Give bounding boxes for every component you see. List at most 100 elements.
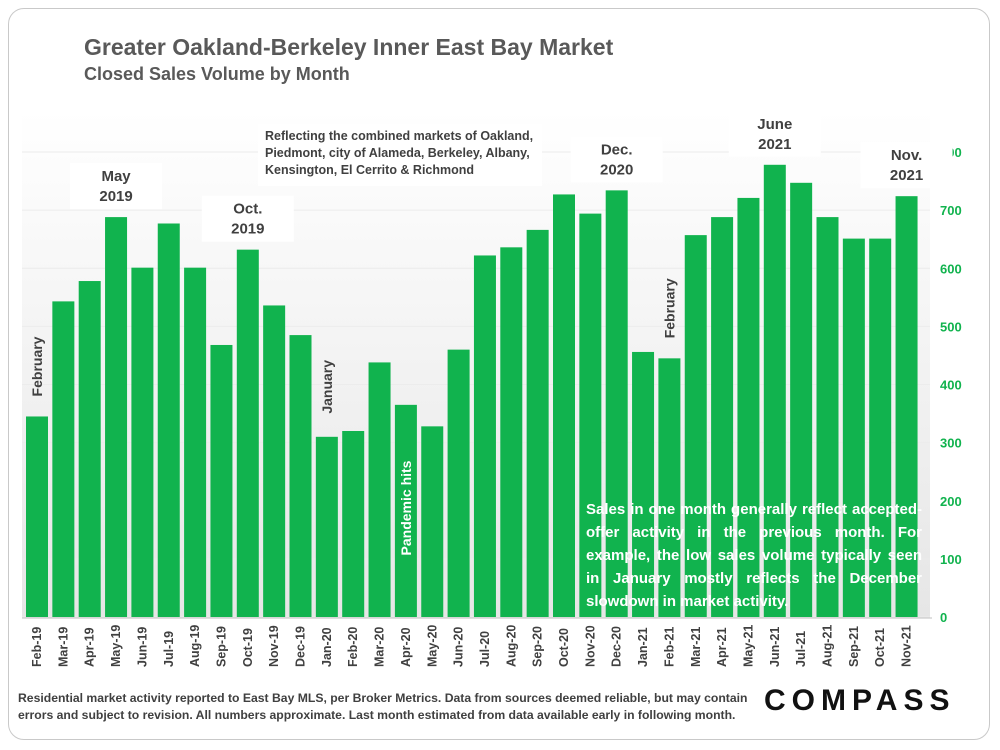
bar-jun-21: [763, 164, 786, 617]
x-tick-label: Mar-20: [373, 627, 387, 667]
bar-oct-20: [553, 194, 575, 617]
y-tick-label: 600: [940, 261, 962, 276]
x-tick-label: Jun-19: [135, 627, 149, 667]
annotation-month: May: [101, 168, 131, 185]
bar-jun-20: [447, 349, 470, 617]
bar-apr-19: [78, 281, 101, 617]
chart-subtitle: Closed Sales Volume by Month: [84, 64, 350, 84]
annotation-month: Oct.: [233, 201, 262, 218]
y-tick-label: 500: [940, 319, 962, 334]
bar-jul-21: [790, 182, 813, 617]
bar-apr-20: [394, 404, 417, 617]
annotation-month: June: [757, 116, 792, 133]
annotation-february: February: [29, 336, 45, 396]
x-tick-label: Apr-21: [715, 627, 729, 667]
x-tick-label: Jun-21: [768, 627, 782, 667]
callout-text: Reflecting the combined markets of Oakla…: [265, 129, 533, 143]
bar-nov-20: [579, 213, 602, 618]
callout-box: [258, 124, 542, 186]
y-tick-label: 200: [940, 494, 962, 509]
annotation-year: 2019: [231, 221, 264, 238]
x-tick-label: Mar-21: [689, 627, 703, 667]
bar-oct-21: [869, 238, 892, 617]
bar-dec-20: [605, 190, 628, 618]
x-tick-label: Aug-19: [188, 625, 202, 667]
annotation-year: 2021: [758, 136, 791, 153]
annotation-box: [860, 142, 953, 189]
annotation-pandemic-hits: Pandemic hits: [398, 460, 414, 555]
chart-title: Greater Oakland-Berkeley Inner East Bay …: [84, 34, 614, 60]
x-tick-label: Sep-19: [214, 626, 228, 667]
bar-nov-19: [263, 305, 286, 617]
x-tick-label: Jun-20: [452, 627, 466, 667]
bar-chart: 0100200300400500600700800Feb-19Mar-19Apr…: [22, 110, 962, 667]
compass-logo: COMPASS: [764, 684, 956, 717]
x-tick-label: Sep-20: [531, 626, 545, 667]
bar-may-20: [421, 426, 444, 617]
x-tick-label: Jul-20: [478, 631, 492, 667]
x-tick-label: Apr-20: [399, 627, 413, 667]
x-tick-label: May-19: [109, 625, 123, 667]
annotation-year: 2019: [99, 188, 132, 205]
x-tick-label: Jul-19: [162, 631, 176, 667]
y-tick-label: 400: [940, 378, 962, 393]
annotation-january: January: [319, 360, 335, 414]
x-tick-label: Feb-19: [30, 627, 44, 667]
bar-mar-21: [684, 235, 707, 617]
x-tick-label: Nov-19: [267, 625, 281, 667]
x-tick-label: Nov-21: [900, 625, 914, 667]
y-tick-label: 100: [940, 552, 962, 567]
bar-may-21: [737, 197, 760, 617]
x-tick-label: Aug-20: [504, 625, 518, 667]
bar-dec-19: [289, 335, 312, 617]
bar-feb-20: [342, 431, 365, 617]
x-tick-label: Jul-21: [794, 631, 808, 667]
x-tick-label: Feb-20: [346, 627, 360, 667]
bar-aug-21: [816, 217, 839, 617]
bar-sep-21: [842, 238, 865, 617]
x-tick-label: Nov-20: [583, 625, 597, 667]
bar-nov-21: [895, 196, 918, 618]
bar-jul-19: [157, 223, 180, 617]
x-tick-label: Jan-20: [320, 627, 334, 667]
bar-sep-19: [210, 344, 233, 617]
annotation-year: 2021: [890, 167, 923, 184]
x-tick-label: May-21: [741, 625, 755, 667]
callout-text: Piedmont, city of Alameda, Berkeley, Alb…: [265, 146, 530, 160]
x-tick-label: Apr-19: [83, 627, 97, 667]
bar-aug-19: [184, 267, 207, 617]
annotation-box: [728, 110, 821, 157]
x-tick-label: Oct-20: [557, 628, 571, 667]
x-tick-label: May-20: [425, 625, 439, 667]
callout-text: Kensington, El Cerrito & Richmond: [265, 163, 474, 177]
x-tick-label: Aug-21: [821, 625, 835, 667]
annotation-february: February: [661, 278, 677, 338]
bar-jul-20: [473, 255, 496, 617]
bar-jan-21: [632, 351, 655, 617]
bar-may-19: [105, 217, 128, 617]
x-tick-label: Sep-21: [847, 626, 861, 667]
y-tick-label: 700: [940, 203, 962, 218]
y-tick-label: 300: [940, 436, 962, 451]
explanatory-note: Sales in one month generally reflect acc…: [586, 501, 922, 610]
bar-feb-21: [658, 358, 681, 617]
bar-jan-20: [315, 436, 338, 617]
annotation-month: Nov.: [891, 147, 922, 164]
annotation-box: [570, 136, 663, 183]
x-tick-label: Dec-19: [294, 626, 308, 667]
annotation-month: Dec.: [601, 141, 633, 158]
x-tick-label: Feb-21: [662, 627, 676, 667]
x-tick-label: Jan-21: [636, 627, 650, 667]
bar-sep-20: [526, 229, 549, 617]
source-footnote: Residential market activity reported to …: [18, 691, 748, 722]
bar-aug-20: [500, 247, 523, 617]
bar-mar-19: [52, 301, 75, 617]
annotation-box: [70, 163, 163, 210]
x-tick-label: Oct-21: [873, 628, 887, 667]
bar-apr-21: [711, 217, 734, 617]
bar-feb-19: [26, 416, 48, 617]
y-tick-label: 0: [940, 610, 947, 625]
x-tick-label: Dec-20: [610, 626, 624, 667]
annotation-box: [201, 195, 294, 242]
annotation-year: 2020: [600, 161, 633, 178]
